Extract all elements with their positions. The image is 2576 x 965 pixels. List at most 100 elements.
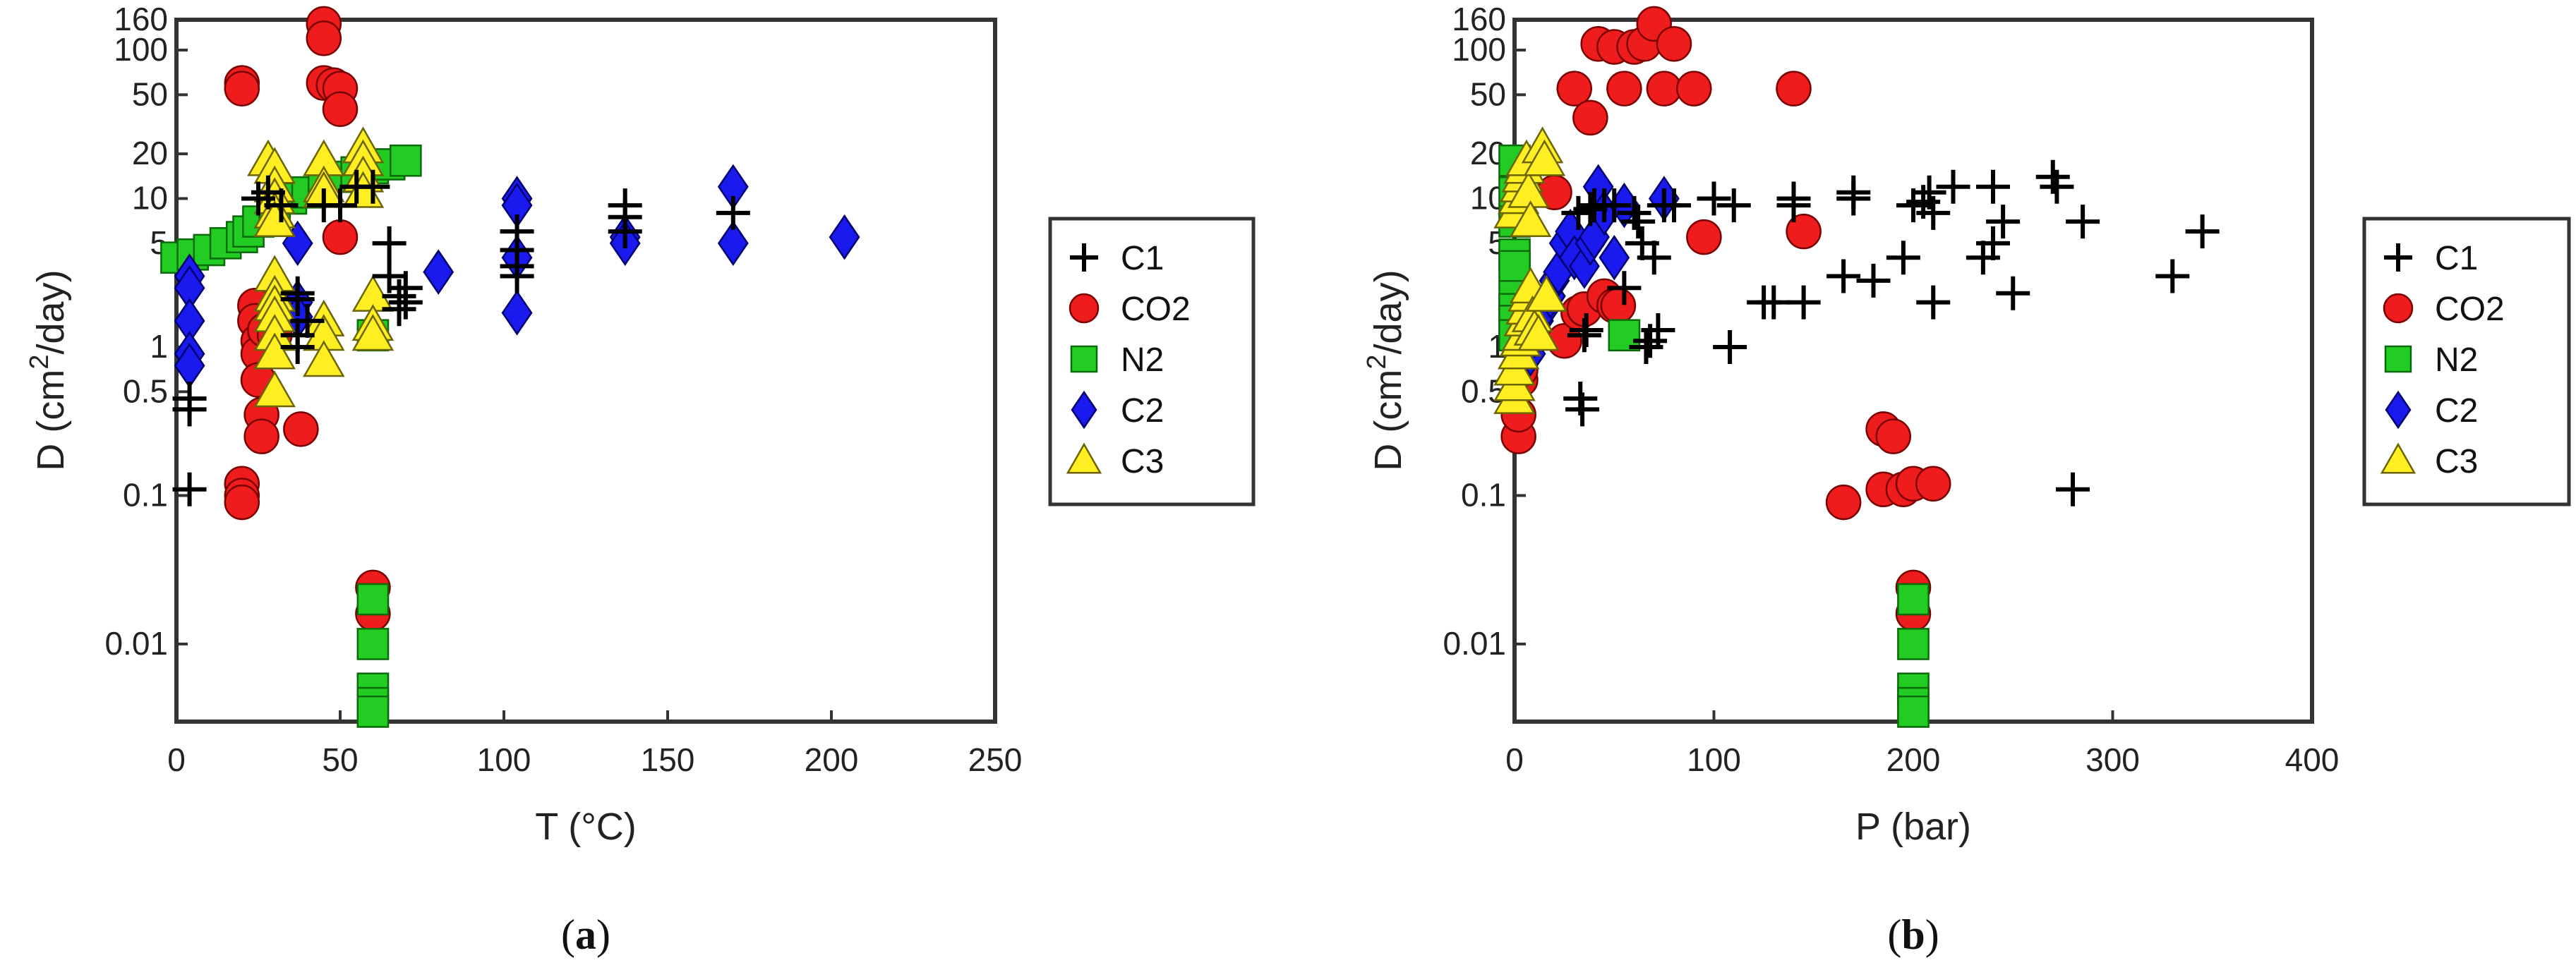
data-point-n2 (1897, 583, 1930, 616)
y-tick-label: 0.1 (1461, 476, 1506, 513)
x-tick-label: 300 (2086, 741, 2140, 778)
data-point-c1 (172, 472, 207, 506)
data-point-n2 (389, 144, 422, 177)
data-point-n2 (356, 628, 390, 660)
legend-label-c1: C1 (2435, 240, 2478, 277)
data-point-co2 (283, 411, 319, 447)
legend-label-c2: C2 (1121, 392, 1164, 430)
data-point-c1 (1657, 188, 1691, 223)
data-point-c1 (1976, 169, 2010, 204)
data-point-co2 (1686, 219, 1722, 255)
data-point-n2 (356, 696, 390, 728)
data-point-c1 (1936, 169, 1970, 204)
data-point-c1 (2066, 205, 2100, 239)
panel-b-legend-entries: C1 CO2 N2 C2 C3 (2380, 240, 2505, 480)
data-point-c1 (1776, 181, 1811, 216)
data-point-c1 (2185, 214, 2220, 249)
y-tick-label: 20 (132, 135, 168, 171)
data-point-co2 (1676, 71, 1712, 107)
data-point-c2 (829, 214, 860, 260)
data-point-co2 (1875, 418, 1911, 454)
x-tick-label: 100 (1687, 741, 1741, 778)
data-point-c1 (280, 282, 315, 317)
data-point-c1 (1713, 329, 1747, 364)
legend-marker-n2 (1070, 345, 1098, 373)
legend-marker-c2 (2385, 390, 2412, 430)
x-tick-label: 200 (805, 741, 859, 778)
data-point-c2 (717, 220, 749, 267)
data-point-c3 (253, 332, 296, 370)
data-point-co2 (224, 484, 260, 521)
data-point-c1 (280, 329, 315, 364)
data-point-co2 (243, 418, 279, 454)
data-point-c1 (264, 188, 299, 223)
data-point-c1 (172, 392, 207, 427)
data-point-c1 (1621, 205, 1656, 239)
data-point-co2 (1556, 71, 1592, 107)
legend-marker-c3 (2380, 442, 2416, 474)
x-tick-label: 400 (2285, 741, 2340, 778)
data-point-c1 (1986, 205, 2021, 239)
data-point-c2 (501, 290, 533, 336)
data-point-co2 (1600, 288, 1637, 324)
data-point-c3 (1517, 314, 1560, 351)
data-point-co2 (306, 20, 342, 56)
data-point-c1 (1697, 181, 1731, 216)
legend-marker-n2 (2384, 345, 2412, 373)
data-point-c1 (2040, 169, 2074, 204)
panel-b-y-axis-title: D (cm2/day) (1362, 269, 1409, 471)
data-point-c1 (1856, 263, 1891, 298)
data-point-c1 (1826, 259, 1861, 293)
panel-a-legend: C1 CO2 N2 C2 C3 (1048, 217, 1256, 506)
y-tick-label: 0.1 (123, 476, 168, 513)
y-tick-label: 1 (150, 328, 168, 365)
data-point-co2 (1915, 466, 1951, 502)
x-tick-label: 100 (477, 741, 531, 778)
legend-label-c3: C3 (2435, 443, 2478, 480)
panel-a-plot-frame (174, 18, 997, 724)
y-tick-label: 160 (114, 1, 168, 37)
data-point-c2 (423, 249, 455, 295)
y-tick-label: 0.01 (1443, 625, 1506, 662)
data-point-co2 (1646, 71, 1683, 107)
data-point-co2 (322, 91, 359, 127)
data-point-c1 (1757, 285, 1791, 320)
data-point-co2 (1656, 26, 1692, 62)
x-tick-label: 50 (322, 741, 358, 778)
data-point-c1 (1976, 226, 2010, 260)
y-tick-label: 100 (1452, 31, 1506, 68)
x-tick-label: 250 (968, 741, 1023, 778)
data-point-c1 (1641, 312, 1675, 347)
data-point-c2 (1599, 234, 1630, 281)
data-point-c1 (1637, 241, 1671, 275)
x-tick-label: 0 (167, 741, 186, 778)
data-point-co2 (1786, 213, 1822, 250)
data-point-co2 (1776, 71, 1812, 107)
panel-b-legend: C1 CO2 N2 C2 C3 (2362, 217, 2571, 506)
panel-b-x-axis-title: P (bar) (1855, 806, 1971, 848)
panel-a-caption: (a) (561, 911, 610, 958)
data-point-c1 (716, 195, 750, 230)
panel-b-caption: (b) (1887, 911, 1939, 958)
data-point-n2 (356, 583, 390, 616)
legend-label-c2: C2 (2435, 392, 2478, 430)
data-point-c1 (356, 169, 390, 204)
x-tick-label: 150 (641, 741, 695, 778)
data-point-c1 (1836, 175, 1871, 210)
data-point-c3 (351, 314, 395, 351)
y-tick-label: 0.5 (123, 372, 168, 409)
panel-b-x-axis: 0 100 200 300 400 (1505, 710, 2339, 778)
legend-label-co2: CO2 (2435, 291, 2505, 328)
data-point-c1 (608, 214, 642, 249)
data-point-c1 (2056, 472, 2090, 506)
y-tick-label: 50 (132, 75, 168, 112)
panel-b-data-marks (1493, 6, 2220, 728)
legend-label-c3: C3 (1121, 443, 1164, 480)
data-point-n2 (1897, 696, 1930, 728)
data-point-c1 (388, 285, 423, 320)
y-tick-label: 10 (132, 179, 168, 216)
data-point-c1 (1597, 188, 1632, 223)
data-point-c1 (1916, 285, 1951, 320)
